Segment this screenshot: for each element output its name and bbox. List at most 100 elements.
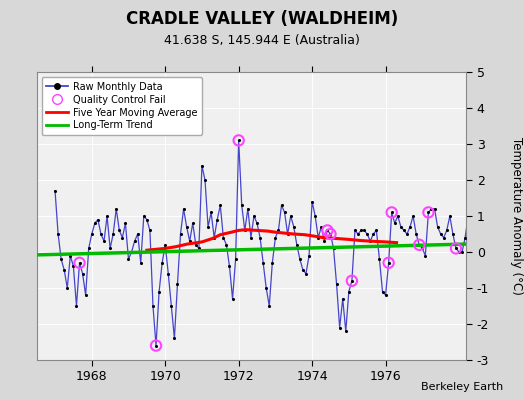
- Point: [118, 234, 127, 241]
- Point: [121, 220, 129, 226]
- Point: [146, 227, 154, 234]
- Point: [299, 267, 307, 273]
- Point: [81, 292, 90, 298]
- Point: [473, 242, 482, 248]
- Point: [185, 238, 194, 244]
- Point: [265, 303, 274, 309]
- Point: [406, 224, 414, 230]
- Point: [109, 231, 117, 237]
- Point: [280, 209, 289, 216]
- Point: [201, 177, 209, 183]
- Point: [69, 263, 78, 270]
- Point: [139, 213, 148, 219]
- Point: [394, 213, 402, 219]
- Point: [452, 245, 460, 252]
- Point: [152, 342, 160, 349]
- Point: [488, 260, 497, 266]
- Point: [97, 231, 105, 237]
- Point: [369, 231, 377, 237]
- Point: [292, 242, 301, 248]
- Point: [479, 245, 488, 252]
- Point: [115, 227, 124, 234]
- Point: [228, 296, 237, 302]
- Point: [320, 238, 329, 244]
- Point: [161, 242, 169, 248]
- Point: [342, 328, 350, 334]
- Point: [137, 260, 145, 266]
- Point: [207, 209, 215, 216]
- Point: [198, 162, 206, 169]
- Point: [443, 227, 451, 234]
- Point: [436, 231, 445, 237]
- Point: [237, 202, 246, 208]
- Y-axis label: Temperature Anomaly (°C): Temperature Anomaly (°C): [510, 137, 523, 295]
- Point: [387, 209, 396, 216]
- Point: [195, 245, 203, 252]
- Point: [332, 281, 341, 288]
- Point: [143, 216, 151, 223]
- Point: [79, 270, 87, 277]
- Point: [170, 335, 179, 342]
- Point: [155, 288, 163, 295]
- Point: [112, 206, 121, 212]
- Point: [130, 238, 139, 244]
- Point: [424, 209, 433, 216]
- Point: [378, 288, 387, 295]
- Point: [247, 234, 255, 241]
- Point: [476, 238, 485, 244]
- Point: [60, 267, 69, 273]
- Point: [204, 224, 212, 230]
- Point: [167, 303, 176, 309]
- Point: [418, 245, 427, 252]
- Point: [250, 213, 258, 219]
- Point: [259, 260, 267, 266]
- Point: [385, 260, 393, 266]
- Point: [351, 227, 359, 234]
- Point: [51, 188, 59, 194]
- Point: [232, 256, 240, 262]
- Point: [225, 263, 234, 270]
- Point: [330, 245, 338, 252]
- Point: [84, 245, 93, 252]
- Point: [440, 234, 448, 241]
- Point: [372, 227, 380, 234]
- Point: [287, 213, 295, 219]
- Point: [182, 224, 191, 230]
- Point: [94, 216, 102, 223]
- Point: [72, 303, 81, 309]
- Point: [127, 249, 136, 255]
- Point: [75, 260, 84, 266]
- Point: [311, 213, 319, 219]
- Point: [177, 231, 185, 237]
- Point: [290, 224, 298, 230]
- Point: [397, 224, 405, 230]
- Point: [234, 137, 243, 144]
- Point: [88, 231, 96, 237]
- Point: [63, 285, 71, 291]
- Point: [57, 256, 66, 262]
- Point: [213, 216, 222, 223]
- Point: [210, 234, 219, 241]
- Point: [485, 256, 494, 262]
- Point: [385, 260, 393, 266]
- Point: [323, 227, 332, 234]
- Point: [134, 231, 142, 237]
- Point: [66, 252, 74, 259]
- Point: [400, 227, 408, 234]
- Point: [415, 242, 423, 248]
- Text: CRADLE VALLEY (WALDHEIM): CRADLE VALLEY (WALDHEIM): [126, 10, 398, 28]
- Point: [179, 206, 188, 212]
- Legend: Raw Monthly Data, Quality Control Fail, Five Year Moving Average, Long-Term Tren: Raw Monthly Data, Quality Control Fail, …: [41, 77, 202, 135]
- Point: [360, 227, 368, 234]
- Point: [271, 234, 280, 241]
- Point: [375, 256, 384, 262]
- Point: [424, 209, 433, 216]
- Point: [483, 249, 491, 255]
- Point: [277, 202, 286, 208]
- Point: [326, 231, 335, 237]
- Point: [124, 256, 133, 262]
- Point: [495, 249, 503, 255]
- Point: [348, 278, 356, 284]
- Point: [296, 256, 304, 262]
- Point: [323, 227, 332, 234]
